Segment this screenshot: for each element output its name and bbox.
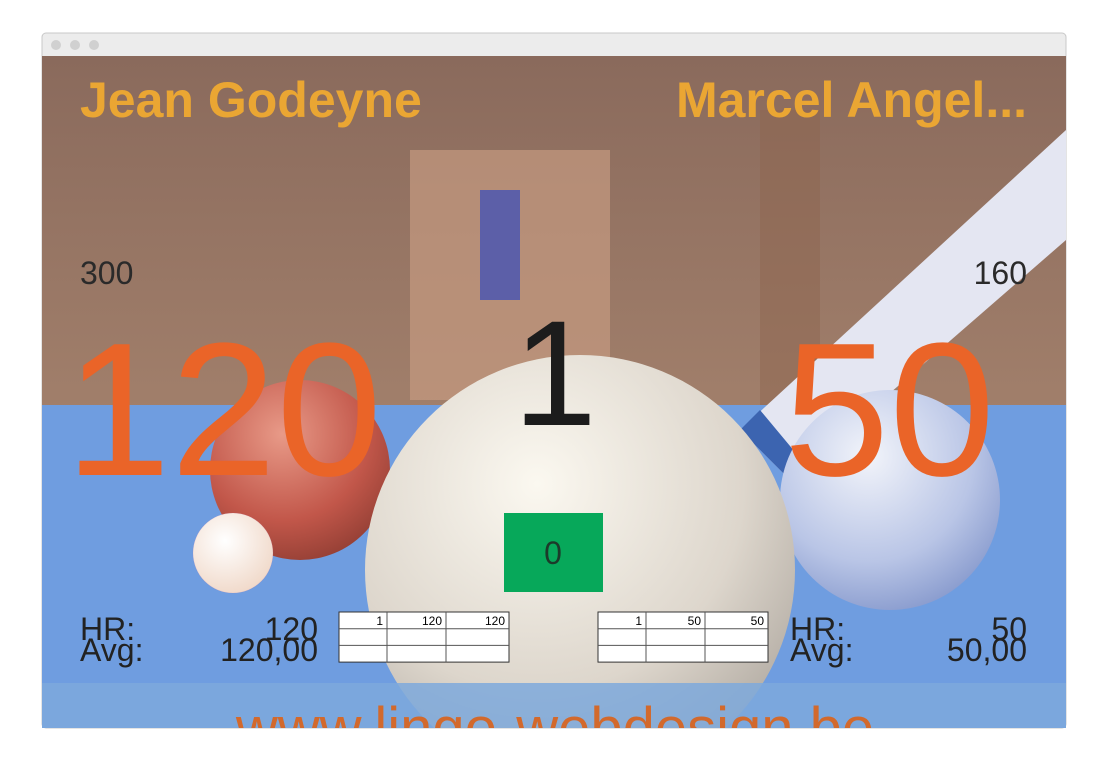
hr-label: HR:: [80, 611, 135, 647]
footer: www.lingo-webdesign.be: [235, 696, 874, 761]
zoom-button[interactable]: [89, 40, 99, 50]
table-cell: 1: [376, 614, 383, 628]
avg-label: Avg:: [790, 632, 853, 668]
player-name: Marcel Angel...: [676, 72, 1027, 128]
avg-label: Avg:: [80, 632, 143, 668]
hr-value: 120: [265, 611, 318, 647]
avg-value: 120,00: [220, 632, 318, 668]
current-run[interactable]: 0: [544, 535, 562, 571]
player-name: Jean Godeyne: [80, 72, 422, 128]
innings-table: [338, 611, 510, 663]
score: 50: [784, 304, 995, 516]
hr-value: 50: [991, 611, 1027, 647]
table-cell: 120: [422, 614, 442, 628]
run-button[interactable]: [504, 513, 603, 592]
score: 120: [65, 304, 382, 516]
close-button[interactable]: [51, 40, 61, 50]
table-cell: 1: [635, 614, 642, 628]
target: 160: [974, 255, 1027, 291]
inning: 1: [513, 289, 596, 457]
table-cell: 50: [688, 614, 702, 628]
table-cell: 120: [485, 614, 505, 628]
active-player-indicator: [192, 512, 274, 594]
innings-table: [597, 611, 769, 663]
avg-value: 50,00: [947, 632, 1027, 668]
table-cell: 50: [751, 614, 765, 628]
hr-label: HR:: [790, 611, 845, 647]
minimize-button[interactable]: [70, 40, 80, 50]
footer-text: www.lingo-webdesign.be: [235, 696, 874, 761]
target: 300: [80, 255, 133, 291]
